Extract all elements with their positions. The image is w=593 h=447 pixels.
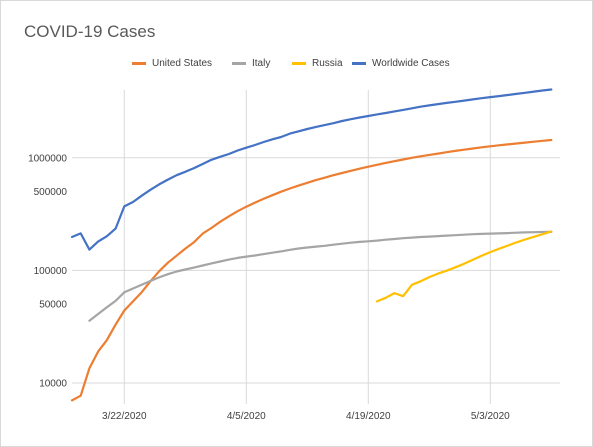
legend-item: Russia (292, 58, 343, 69)
legend-item: United States (132, 58, 212, 69)
y-tick-label: 1000000 (28, 153, 67, 164)
legend-swatch (132, 62, 146, 65)
y-tick-label: 500000 (34, 187, 68, 198)
legend-label: Italy (252, 58, 271, 69)
series-line-worldwide-cases (70, 88, 553, 251)
legend-item: Italy (232, 58, 270, 69)
x-tick-label: 5/3/2020 (471, 411, 510, 422)
legend-label: United States (152, 58, 213, 69)
legend-label: Worldwide Cases (372, 58, 450, 69)
chart-title: COVID-19 Cases (24, 22, 156, 41)
legend-swatch (352, 62, 366, 65)
x-tick-label: 4/19/2020 (346, 411, 391, 422)
legend-item: Worldwide Cases (352, 58, 450, 69)
y-tick-label: 100000 (34, 266, 68, 277)
legend-swatch (232, 62, 246, 65)
series-line-italy (88, 230, 553, 322)
series-line-russia (375, 230, 553, 303)
legend-label: Russia (312, 58, 343, 69)
x-tick-label: 3/22/2020 (102, 411, 147, 422)
legend: United States Italy Russia Worldwide Cases (0, 58, 593, 74)
y-tick-label: 10000 (39, 378, 67, 389)
legend-swatch (292, 62, 306, 65)
x-tick-label: 4/5/2020 (227, 411, 266, 422)
y-tick-label: 50000 (39, 300, 67, 311)
